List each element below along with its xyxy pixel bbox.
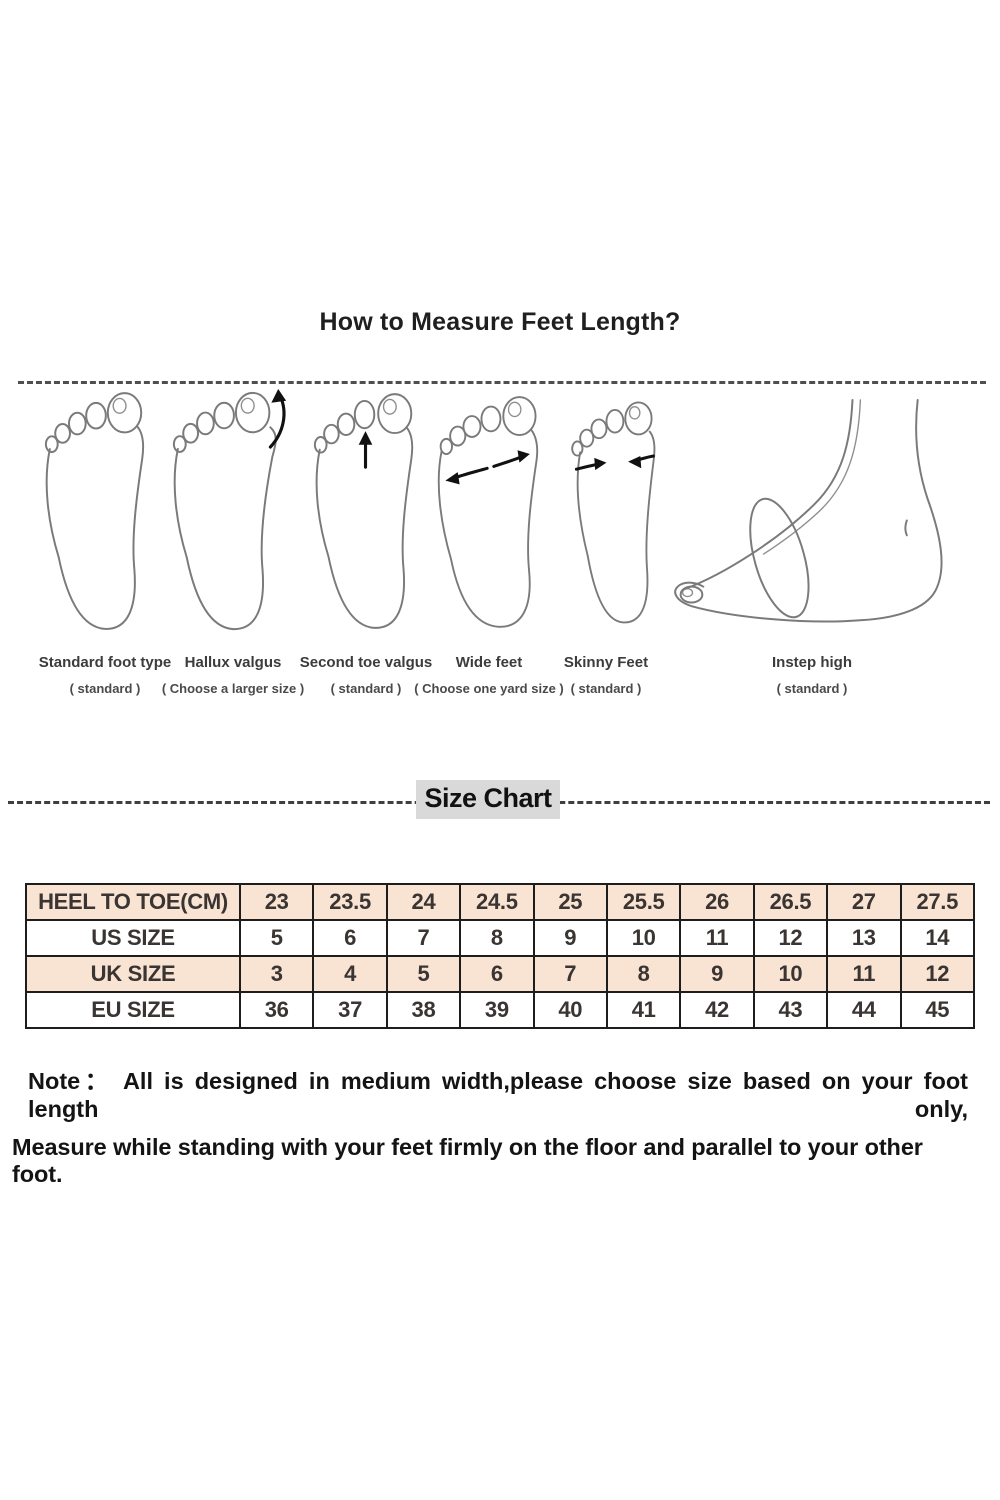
table-row-uk-size: UK SIZE 3 4 5 6 7 8 9 10 11 12 [25, 955, 976, 993]
table-cell: 13 [826, 919, 902, 957]
table-cell: 26.5 [752, 883, 829, 921]
foot-wide-figure [434, 387, 546, 640]
page-title: How to Measure Feet Length? [319, 308, 681, 336]
foot-type-note: ( Choose one yard size ) [414, 681, 564, 696]
foot-type-label-standard: Standard foot type ( standard ) [5, 654, 205, 696]
table-cell: 12 [752, 919, 829, 957]
table-cell: 42 [679, 991, 755, 1029]
inward-arrows-icon [574, 454, 655, 471]
foot-type-name: Second toe valgus [299, 654, 433, 671]
table-cell: 5 [385, 955, 462, 993]
table-cell: 39 [459, 991, 535, 1029]
outward-arrows-icon [445, 450, 530, 485]
table-cell: 24 [385, 883, 462, 921]
table-cell: 4 [312, 955, 388, 993]
table-cell: 9 [532, 919, 608, 957]
table-cell: 40 [532, 991, 608, 1029]
table-cell: 3 [238, 955, 315, 993]
table-cell: 8 [605, 955, 682, 993]
foot-type-label-hallux-valgus: Hallux valgus ( Choose a larger size ) [133, 654, 333, 696]
foot-wide-icon [437, 396, 539, 628]
foot-type-name: Hallux valgus [184, 654, 282, 671]
table-cell: 10 [752, 955, 829, 993]
table-cell: 6 [312, 919, 388, 957]
table-cell: 12 [899, 955, 976, 993]
instep-measure-ellipse [749, 497, 810, 619]
note-line-1: Note： All is designed in medium width,pl… [28, 1068, 968, 1122]
table-cell: 37 [312, 991, 388, 1029]
up-arrow-icon [358, 431, 373, 469]
table-row-eu-size: EU SIZE 36 37 38 39 40 41 42 43 44 45 [25, 991, 976, 1029]
foot-type-name: Wide feet [455, 654, 523, 671]
table-row-heel-to-toe: HEEL TO TOE(CM) 23 23.5 24 24.5 25 25.5 … [25, 883, 976, 921]
row-label: EU SIZE [25, 991, 241, 1029]
foot-type-label-skinny-feet: Skinny Feet ( standard ) [506, 654, 706, 696]
row-label: HEEL TO TOE(CM) [25, 883, 241, 921]
foot-instep-high-figure [662, 398, 960, 645]
table-cell: 38 [385, 991, 462, 1029]
row-label: UK SIZE [25, 955, 241, 993]
foot-type-note: ( standard ) [570, 681, 642, 696]
table-cell: 5 [238, 919, 315, 957]
size-chart-table: HEEL TO TOE(CM) 23 23.5 24 24.5 25 25.5 … [25, 883, 976, 1029]
foot-type-name: Skinny Feet [563, 654, 649, 671]
table-cell: 10 [605, 919, 682, 957]
foot-standard-figure [40, 386, 153, 641]
foot-second-toe-valgus-figure [310, 386, 422, 641]
table-cell: 26 [679, 883, 755, 921]
table-cell: 11 [679, 919, 755, 957]
foot-hallux-valgus-figure [168, 386, 293, 641]
table-cell: 27 [826, 883, 902, 921]
foot-type-label-instep-high: Instep high ( standard ) [712, 654, 912, 696]
table-cell: 11 [826, 955, 902, 993]
table-cell: 7 [532, 955, 608, 993]
foot-type-label-second-toe-valgus: Second toe valgus ( standard ) [266, 654, 466, 696]
table-cell: 23 [238, 883, 315, 921]
foot-second-toe-valgus-icon [313, 393, 414, 629]
foot-type-name: Instep high [772, 654, 852, 671]
sizing-note: Note： All is designed in medium width,pl… [12, 1062, 970, 1188]
table-cell: 36 [238, 991, 315, 1029]
measure-dashed-line [18, 381, 986, 384]
table-cell: 43 [752, 991, 829, 1029]
table-cell: 8 [459, 919, 535, 957]
foot-type-name: Standard foot type [38, 654, 172, 671]
foot-type-note: ( standard ) [69, 681, 141, 696]
note-line-2: Measure while standing with your feet fi… [12, 1134, 923, 1187]
table-cell: 44 [826, 991, 902, 1029]
foot-hallux-valgus-icon [172, 388, 287, 631]
table-cell: 41 [605, 991, 682, 1029]
size-chart-heading: Size Chart [416, 780, 560, 819]
table-row-us-size: US SIZE 5 6 7 8 9 10 11 12 13 14 [25, 919, 976, 957]
foot-standard-icon [44, 392, 145, 630]
table-cell: 27.5 [899, 883, 976, 921]
table-cell: 24.5 [459, 883, 535, 921]
foot-skinny-icon [571, 401, 656, 624]
table-cell: 45 [899, 991, 976, 1029]
table-cell: 7 [385, 919, 462, 957]
foot-type-label-wide-feet: Wide feet ( Choose one yard size ) [389, 654, 589, 696]
foot-instep-high-icon [674, 398, 943, 623]
curved-up-arrow-icon [268, 388, 287, 449]
foot-type-note: ( standard ) [776, 681, 848, 696]
foot-type-note: ( Choose a larger size ) [161, 681, 305, 696]
table-cell: 14 [899, 919, 976, 957]
row-label: US SIZE [25, 919, 241, 957]
foot-type-note: ( standard ) [330, 681, 402, 696]
table-cell: 9 [679, 955, 755, 993]
size-chart-heading-wrap: Size Chart [0, 780, 976, 819]
table-cell: 23.5 [312, 883, 388, 921]
table-cell: 25.5 [605, 883, 682, 921]
table-cell: 6 [459, 955, 535, 993]
table-cell: 25 [532, 883, 608, 921]
foot-skinny-figure [567, 389, 661, 639]
